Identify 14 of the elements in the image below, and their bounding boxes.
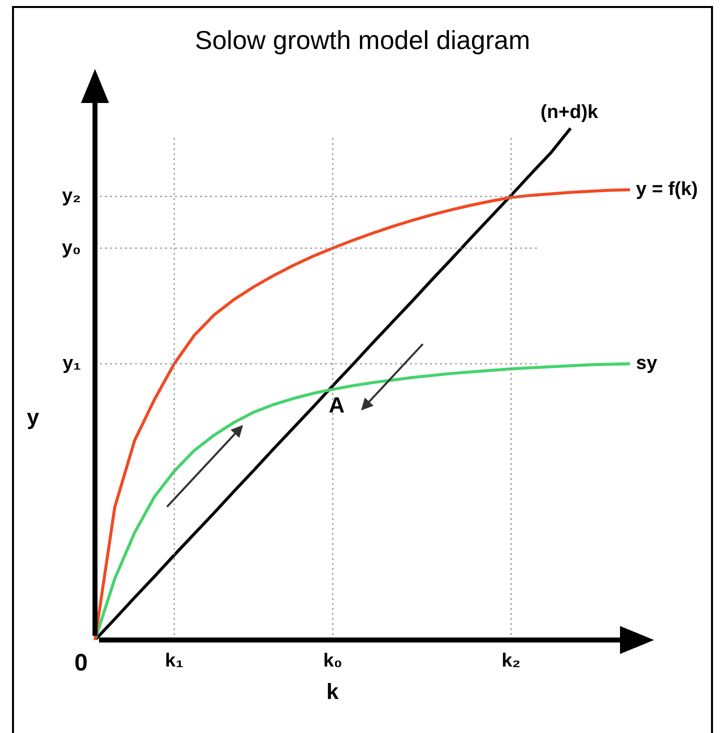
y-axis-title: y: [26, 404, 40, 430]
series-label: sy: [636, 352, 658, 374]
x-tick-label: k₂: [502, 650, 521, 672]
series-label: y = f(k): [636, 178, 698, 200]
x-axis-title: k: [326, 679, 340, 704]
x-tick-label: k₀: [323, 650, 342, 672]
ref-line-label: y₀: [62, 237, 81, 258]
series-label: (n+d)k: [540, 102, 599, 124]
annotation: A: [328, 392, 345, 418]
ref-line-label: y₁: [62, 352, 82, 374]
ref-line-label: y₂: [62, 186, 81, 207]
x-tick-label: k₁: [165, 650, 184, 672]
chart-title: Solow growth model diagram: [194, 24, 530, 55]
x-tick-label: 0: [74, 650, 88, 677]
